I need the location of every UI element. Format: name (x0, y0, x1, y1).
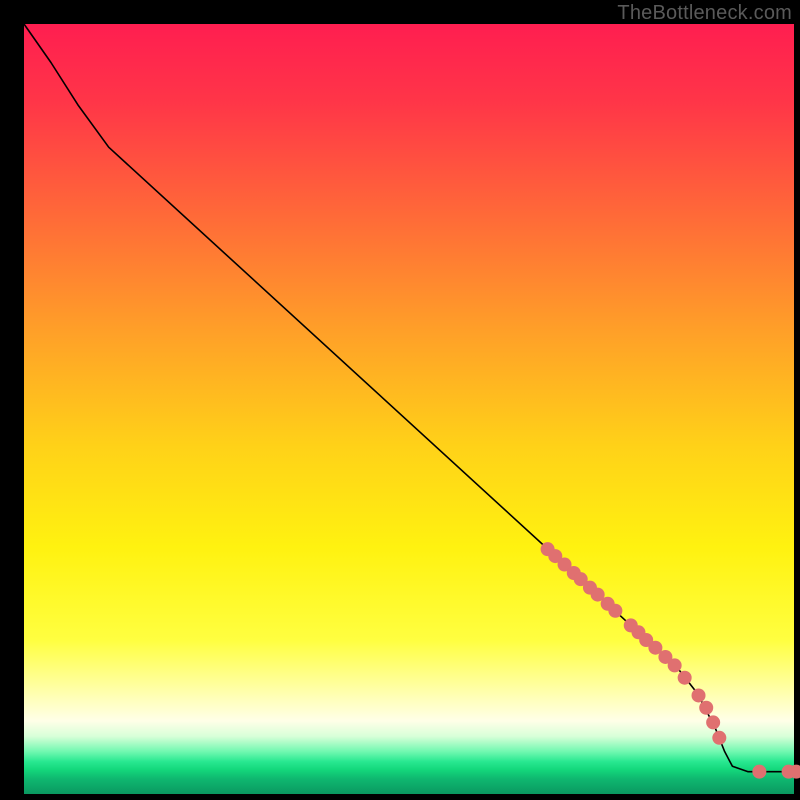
data-marker (699, 701, 713, 715)
data-marker (692, 688, 706, 702)
data-marker (678, 671, 692, 685)
chart-plot (0, 0, 800, 800)
data-marker (706, 715, 720, 729)
data-marker (668, 658, 682, 672)
data-marker (608, 604, 622, 618)
data-marker (712, 731, 726, 745)
chart-frame: TheBottleneck.com (0, 0, 800, 800)
data-marker (752, 765, 766, 779)
watermark-text: TheBottleneck.com (617, 2, 792, 25)
